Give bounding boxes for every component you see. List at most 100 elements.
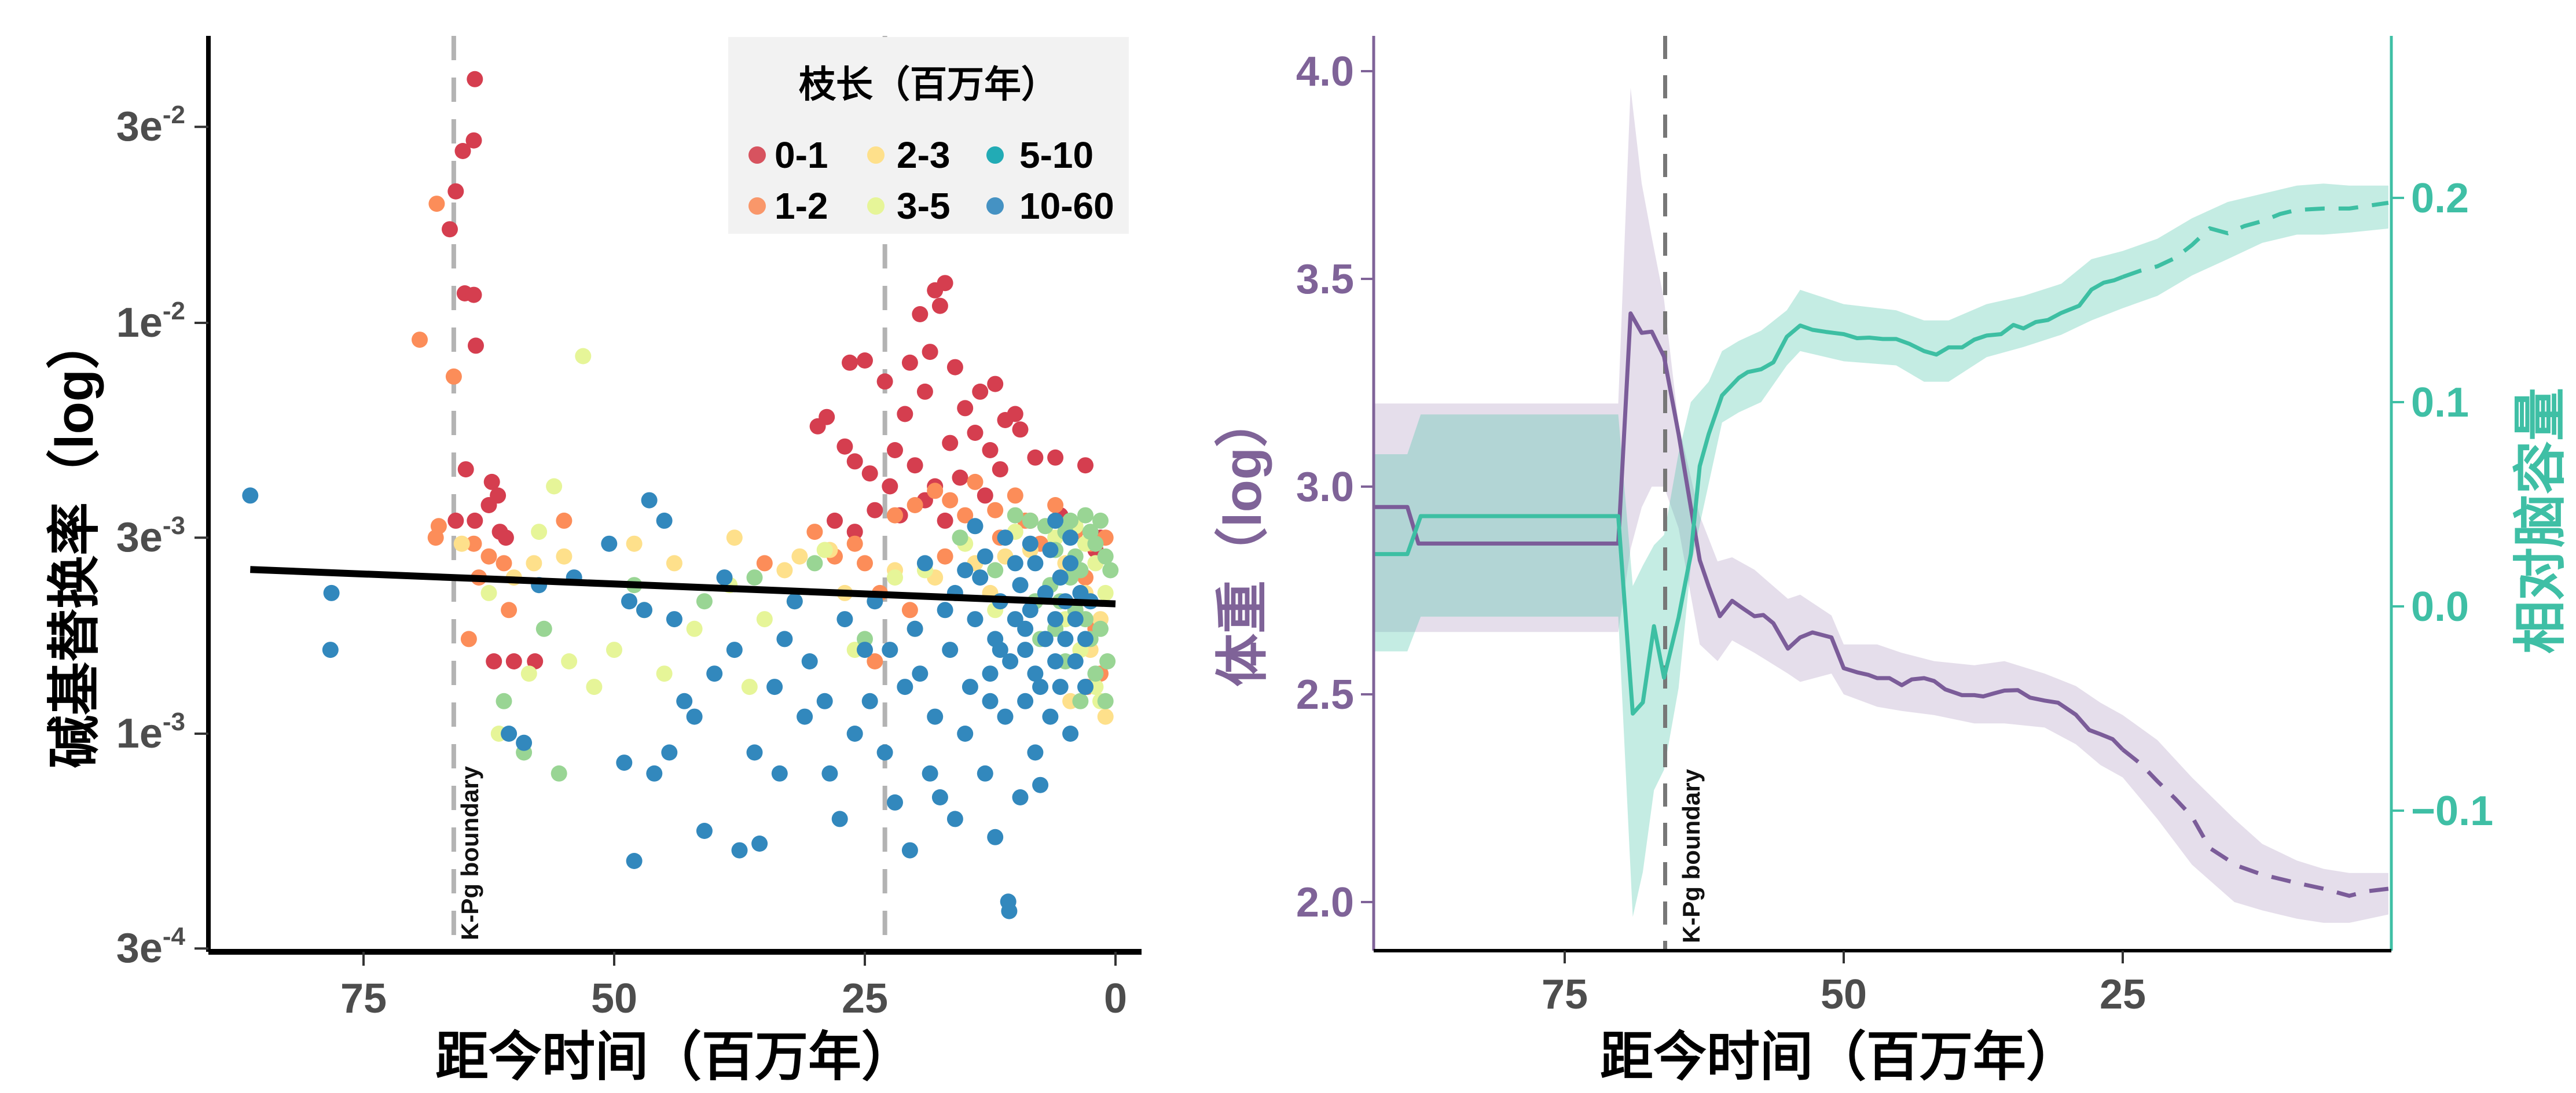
scatter-point — [501, 602, 518, 619]
scatter-point — [1087, 665, 1104, 682]
scatter-point — [827, 512, 843, 529]
scatter-point — [546, 478, 563, 495]
scatter-point — [561, 653, 578, 669]
y-tick-exponent: -3 — [163, 708, 185, 736]
scatter-point — [857, 642, 873, 658]
scatter-point — [1077, 457, 1093, 474]
scatter-point — [1072, 693, 1089, 709]
scatter-point — [676, 693, 693, 709]
confidence-bands — [1373, 87, 2388, 923]
scatter-point — [453, 535, 470, 552]
scatter-point — [931, 297, 948, 314]
scatter-point — [977, 548, 993, 565]
scatter-point — [992, 461, 1008, 478]
scatter-point — [1067, 611, 1084, 628]
scatter-point — [861, 693, 878, 709]
scatter-points — [242, 71, 1119, 919]
scatter-point — [801, 653, 818, 669]
scatter-point — [1017, 620, 1034, 637]
scatter-point — [575, 348, 592, 365]
scatter-point — [606, 642, 622, 658]
legend-background — [728, 37, 1129, 234]
scatter-point — [465, 286, 482, 303]
x-tick-label: 25 — [842, 976, 888, 1022]
scatter-point — [982, 693, 999, 709]
scatter-point — [726, 529, 743, 546]
y-tick-mantissa: 1e — [116, 711, 163, 757]
scatter-point — [771, 765, 788, 782]
scatter-point — [556, 548, 573, 565]
scatter-point — [1022, 512, 1039, 529]
scatter-point — [656, 665, 673, 682]
scatter-point — [957, 562, 974, 579]
scatter-point — [467, 71, 483, 87]
scatter-point — [242, 487, 259, 504]
scatter-point — [916, 383, 933, 400]
scatter-point — [861, 465, 878, 482]
scatter-point — [901, 354, 918, 371]
scatter-point — [1007, 611, 1023, 628]
scatter-point — [846, 524, 863, 540]
scatter-point — [907, 497, 923, 513]
scatter-point — [447, 183, 464, 200]
scatter-point — [836, 611, 853, 628]
scatter-point — [967, 611, 984, 628]
scatter-point — [1097, 693, 1114, 709]
scatter-point — [846, 453, 863, 470]
scatter-point — [967, 425, 984, 441]
y-left-tick-label: 2.0 — [1296, 879, 1354, 926]
legend-label-2-3: 2-3 — [897, 134, 951, 176]
scatter-point — [1027, 744, 1044, 761]
scatter-point — [901, 602, 918, 619]
scatter-point — [1007, 507, 1023, 524]
scatter-point — [621, 593, 637, 610]
scatter-point — [1047, 449, 1064, 466]
scatter-point — [442, 221, 458, 238]
scatter-point — [977, 765, 993, 782]
scatter-point — [454, 143, 471, 159]
kpg-boundary-label: K-Pg boundary — [456, 766, 483, 940]
y-axis-title: 碱基替换率（log） — [45, 316, 104, 768]
scatter-point — [992, 642, 1008, 658]
scatter-point — [412, 332, 428, 348]
scatter-point — [887, 569, 903, 586]
scatter-point — [977, 487, 993, 504]
axes: 75 50 25 03e-21e-23e-31e-33e-4 — [116, 36, 1142, 1022]
scatter-point — [636, 602, 652, 619]
scatter-point — [516, 734, 533, 751]
axes: 75 50 25 4.0 3.5 3.0 2.5 2.0 0.2 0.1 0.0 −0.1 — [1296, 36, 2493, 1018]
scatter-point — [468, 337, 484, 354]
scatter-point — [876, 744, 893, 761]
scatter-point — [806, 555, 823, 572]
scatter-point — [937, 602, 953, 619]
scatter-point — [756, 611, 773, 628]
y-left-tick-label: 3.0 — [1296, 464, 1354, 510]
y-tick-mantissa: 1e — [116, 300, 163, 346]
scatter-point — [527, 653, 544, 669]
scatter-point — [1032, 776, 1049, 793]
y-left-tick-label: 4.0 — [1296, 49, 1354, 95]
scatter-point — [942, 492, 959, 509]
scatter-point — [912, 306, 929, 322]
scatter-point — [997, 708, 1014, 725]
legend-label-3-5: 3-5 — [897, 185, 951, 227]
scatter-point — [1092, 620, 1109, 637]
scatter-point — [1047, 653, 1064, 669]
legend-marker-0-1 — [748, 146, 766, 164]
scatter-point — [846, 535, 863, 552]
y-right-tick-label: 0.1 — [2411, 380, 2469, 426]
scatter-point — [942, 435, 959, 451]
y-tick-exponent: -4 — [163, 922, 186, 951]
scatter-point — [1007, 555, 1023, 572]
scatter-point — [1077, 679, 1093, 695]
scatter-point — [480, 548, 497, 565]
scatter-point — [987, 376, 1004, 392]
y-right-tick-label: 0.2 — [2411, 175, 2469, 222]
x-tick-label: 25 — [2100, 971, 2146, 1018]
legend-label-0-1: 0-1 — [775, 134, 828, 176]
scatter-point — [483, 473, 500, 490]
scatter-point — [1077, 507, 1093, 524]
scatter-point — [1087, 535, 1104, 552]
x-axis-title: 距今时间（百万年） — [1600, 1028, 2079, 1087]
scatter-point — [323, 584, 340, 601]
